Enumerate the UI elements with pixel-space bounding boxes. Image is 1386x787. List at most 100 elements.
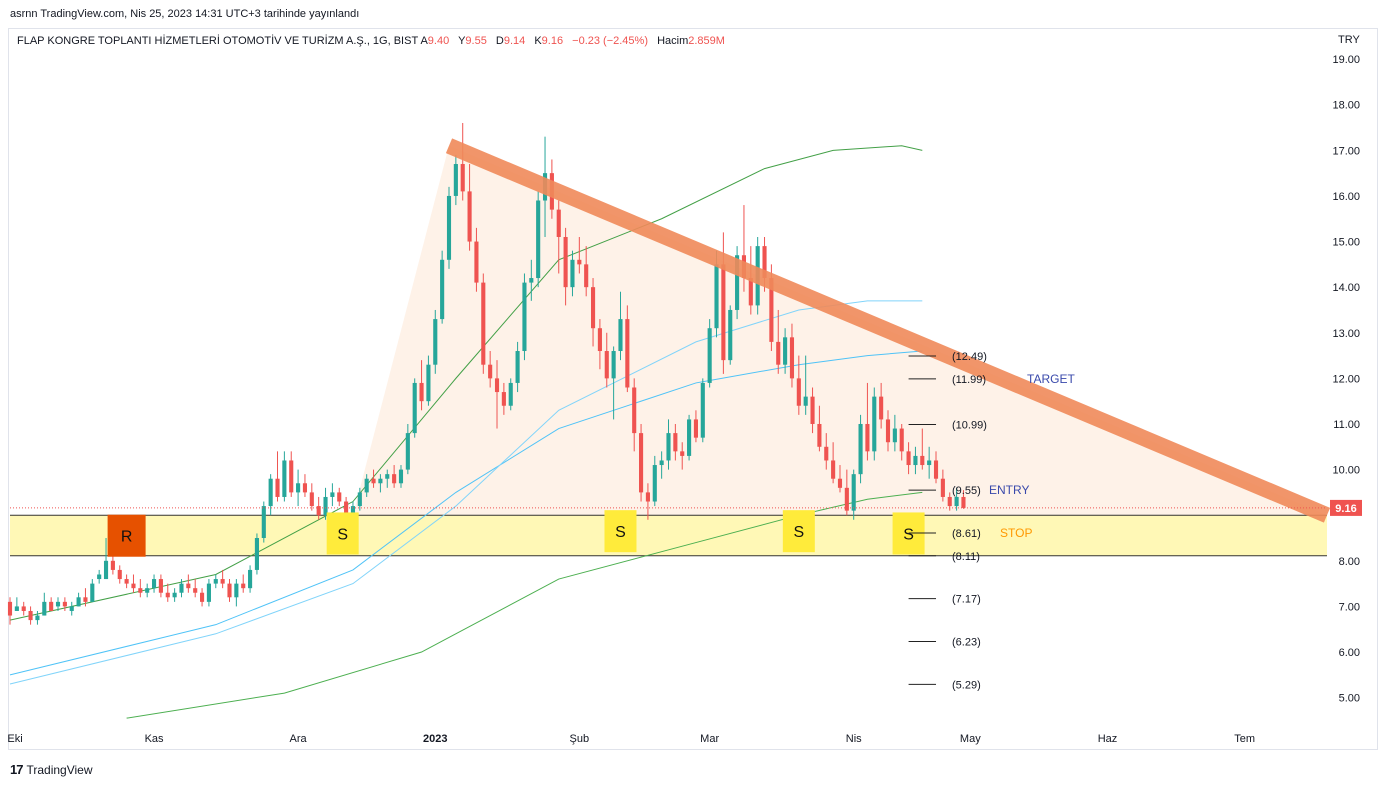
candle-body — [316, 506, 321, 516]
candle-body — [728, 309, 733, 361]
candle-body — [947, 496, 952, 507]
candle-body — [529, 278, 534, 283]
candle-body — [508, 382, 513, 406]
candle-body — [55, 601, 61, 607]
candle-body — [412, 382, 417, 434]
candle-body — [488, 364, 493, 379]
candle-body — [371, 478, 376, 484]
candle-body — [659, 460, 664, 466]
candle-body — [515, 351, 520, 383]
candle-body — [467, 191, 472, 242]
candle-body — [577, 259, 582, 265]
low-label: D — [495, 35, 504, 47]
candle-body — [913, 455, 918, 466]
candle-body — [789, 337, 795, 379]
last-price-badge — [1330, 499, 1362, 516]
low-value: 9.14 — [503, 35, 526, 47]
sma-fast-line — [9, 350, 923, 676]
y-tick-label: 17.00 — [1332, 145, 1360, 157]
candle-body — [220, 579, 225, 584]
candle-body — [76, 597, 81, 607]
close-value: 9.16 — [541, 35, 564, 47]
candle-body — [666, 433, 671, 461]
candle-body — [405, 433, 410, 470]
candle-body — [145, 588, 150, 593]
level-label: (12.49) — [952, 351, 987, 363]
candle-body — [645, 492, 650, 502]
candle-body — [206, 583, 211, 602]
candle-body — [501, 392, 506, 406]
candle-body — [796, 378, 801, 406]
candle-body — [302, 483, 308, 493]
candle-body — [186, 583, 191, 589]
x-tick-label: Tem — [1234, 733, 1255, 745]
candle-body — [933, 460, 939, 479]
candle-body — [42, 601, 47, 616]
candle-body — [117, 569, 122, 580]
tradingview-brand[interactable]: 17 TradingView — [10, 762, 93, 777]
x-tick-label: Nis — [846, 733, 862, 745]
candle-body — [330, 492, 335, 497]
candle-body — [179, 583, 184, 593]
x-tick-label: Mar — [700, 733, 719, 745]
candle-body — [268, 478, 273, 507]
candle-body — [872, 396, 877, 452]
candle-body — [837, 478, 843, 488]
level-tag-target: TARGET — [1027, 372, 1075, 386]
candle-body — [165, 592, 170, 598]
candle-body — [158, 579, 163, 593]
level-label: (10.99) — [952, 419, 987, 431]
currency-label[interactable]: TRY — [1338, 34, 1360, 46]
candle-body — [241, 583, 246, 589]
candle-body — [920, 455, 925, 466]
candle-body — [200, 592, 205, 602]
y-tick-label: 18.00 — [1332, 100, 1360, 112]
candle-body — [35, 615, 40, 621]
candle-body — [906, 451, 911, 466]
volume-label: Hacim — [657, 35, 689, 47]
candle-body — [124, 579, 129, 584]
candle-body — [700, 382, 705, 438]
candle-body — [927, 460, 932, 466]
candle-body — [90, 583, 95, 602]
candle-body — [494, 378, 500, 393]
publish-info: asrnn TradingView.com, Nis 25, 2023 14:3… — [10, 8, 360, 20]
candle-body — [831, 460, 836, 479]
candle-body — [453, 164, 458, 196]
candle-body — [193, 588, 198, 593]
x-tick-label: Şub — [570, 733, 590, 745]
candle-body — [611, 351, 616, 379]
chart-frame — [8, 28, 1378, 750]
support-marker-label: S — [903, 526, 914, 543]
support-marker-label: S — [337, 526, 348, 543]
candle-body — [289, 460, 294, 493]
y-tick-label: 6.00 — [1339, 647, 1360, 659]
candle-body — [419, 382, 424, 402]
candle-body — [597, 328, 602, 352]
candle-body — [673, 433, 678, 452]
candle-body — [851, 474, 856, 511]
candle-body — [275, 478, 280, 497]
support-zone — [10, 515, 1327, 556]
support-marker — [782, 510, 815, 553]
y-tick-label: 8.00 — [1339, 556, 1360, 568]
y-tick-label: 19.00 — [1332, 54, 1360, 66]
level-tag-stop: STOP — [1000, 526, 1032, 540]
candle-body — [810, 396, 815, 424]
candle-body — [364, 478, 369, 493]
candle-body — [227, 583, 232, 598]
candle-body — [323, 496, 328, 516]
support-marker — [326, 512, 359, 555]
open-label: A — [420, 35, 428, 47]
open-value: 9.40 — [427, 35, 450, 47]
candle-body — [618, 319, 623, 352]
last-price-label: 9.16 — [1335, 503, 1356, 515]
candle-body — [817, 423, 822, 447]
candle-body — [563, 236, 568, 288]
candle-body — [474, 241, 479, 283]
level-tag-entry: ENTRY — [989, 483, 1029, 497]
candle-body — [83, 597, 88, 602]
level-label: (6.23) — [952, 637, 981, 649]
candle-body — [481, 282, 486, 365]
